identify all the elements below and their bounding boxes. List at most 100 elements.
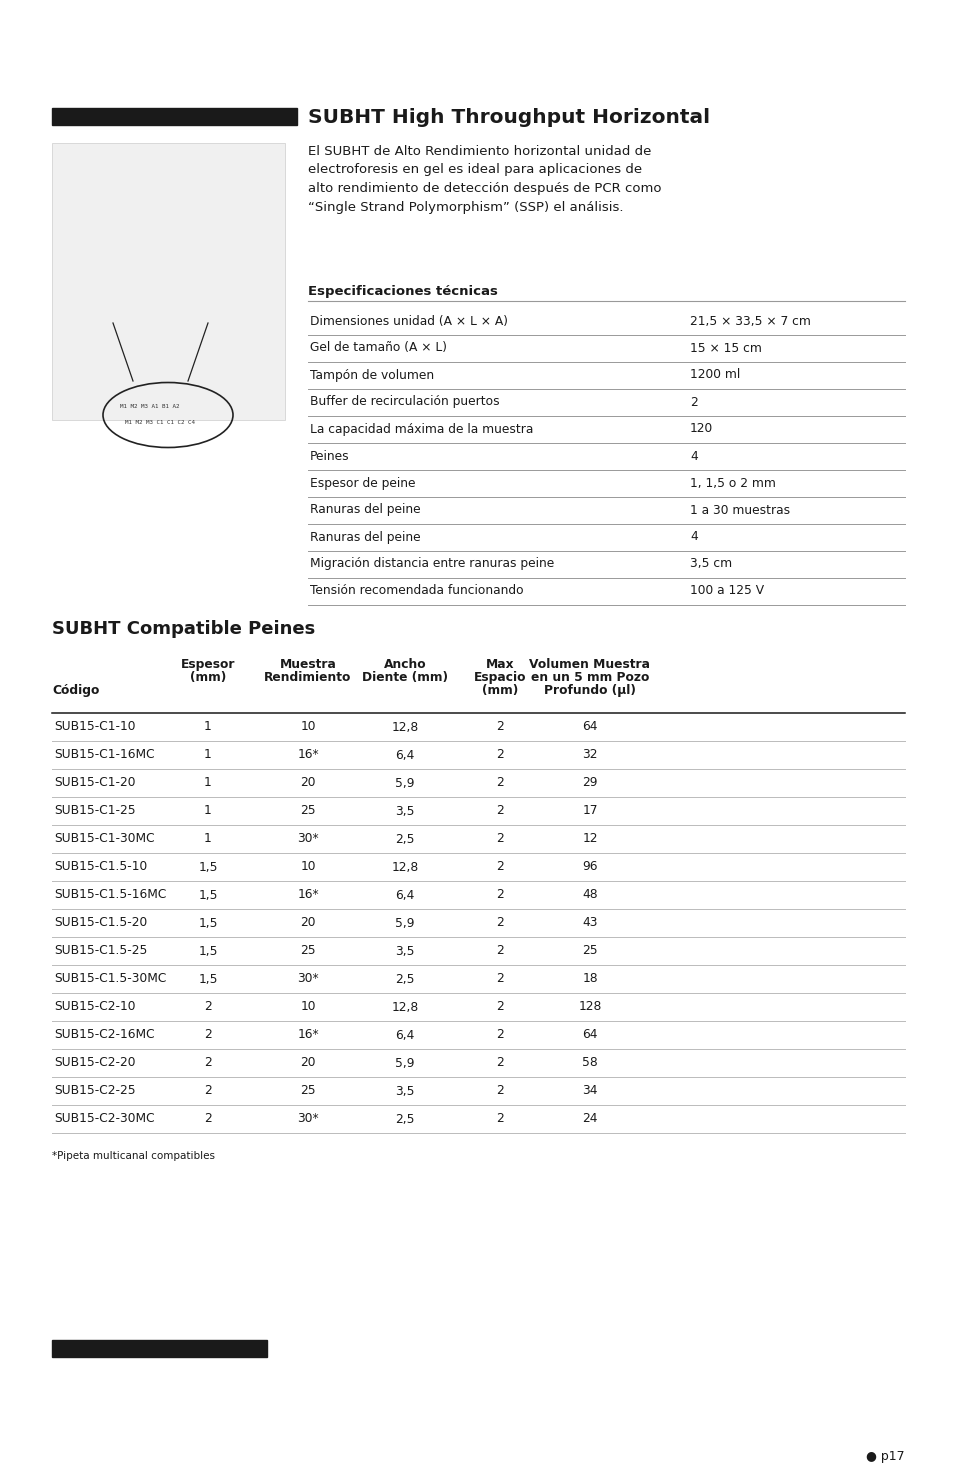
Text: 25: 25 [300, 944, 315, 957]
Text: (mm): (mm) [481, 684, 517, 698]
Text: 2: 2 [496, 1028, 503, 1041]
Text: SUB15-C1-20: SUB15-C1-20 [54, 776, 135, 789]
Text: 30*: 30* [297, 832, 318, 845]
Text: SUB15-C1-30MC: SUB15-C1-30MC [54, 832, 154, 845]
Text: Tampón de volumen: Tampón de volumen [310, 369, 434, 382]
Text: 20: 20 [300, 916, 315, 929]
Text: 18: 18 [581, 972, 598, 985]
Text: 1 a 30 muestras: 1 a 30 muestras [689, 503, 789, 516]
Text: 34: 34 [581, 1084, 598, 1097]
Text: *Pipeta multicanal compatibles: *Pipeta multicanal compatibles [52, 1150, 214, 1161]
Text: 2: 2 [496, 944, 503, 957]
Bar [52, 108, 296, 125]
Text: Código: Código [52, 684, 99, 698]
Text: 1,5: 1,5 [198, 944, 217, 957]
Text: 20: 20 [300, 776, 315, 789]
Text: 6,4: 6,4 [395, 748, 415, 761]
Text: 2,5: 2,5 [395, 832, 415, 845]
Text: 24: 24 [581, 1112, 598, 1125]
Text: 100 a 125 V: 100 a 125 V [689, 584, 763, 597]
Text: 2: 2 [496, 888, 503, 901]
Text: 2: 2 [496, 1000, 503, 1013]
Text: 12,8: 12,8 [391, 860, 418, 873]
Text: 2: 2 [496, 720, 503, 733]
Text: 2: 2 [204, 1112, 212, 1125]
Text: 2: 2 [496, 972, 503, 985]
Text: SUB15-C2-25: SUB15-C2-25 [54, 1084, 135, 1097]
Text: 4: 4 [689, 531, 697, 543]
Text: 1: 1 [204, 748, 212, 761]
Text: Especificaciones técnicas: Especificaciones técnicas [308, 285, 497, 298]
Text: (mm): (mm) [190, 671, 226, 684]
Text: 12,8: 12,8 [391, 1000, 418, 1013]
Text: Ancho: Ancho [383, 658, 426, 671]
Text: 1: 1 [204, 804, 212, 817]
Text: 6,4: 6,4 [395, 1028, 415, 1041]
Text: 15 × 15 cm: 15 × 15 cm [689, 342, 761, 354]
Text: SUB15-C2-10: SUB15-C2-10 [54, 1000, 135, 1013]
Text: Rendimiento: Rendimiento [264, 671, 352, 684]
Text: SUB15-C1-10: SUB15-C1-10 [54, 720, 135, 733]
Text: SUB15-C1-16MC: SUB15-C1-16MC [54, 748, 154, 761]
Text: 29: 29 [581, 776, 598, 789]
Text: 2: 2 [496, 748, 503, 761]
Text: Ranuras del peine: Ranuras del peine [310, 531, 420, 543]
Text: 1: 1 [204, 776, 212, 789]
Text: Espesor: Espesor [180, 658, 235, 671]
Text: 4: 4 [689, 450, 697, 463]
Text: SUBHT Compatible Peines: SUBHT Compatible Peines [52, 620, 314, 639]
Text: Espesor de peine: Espesor de peine [310, 476, 416, 490]
Text: 2,5: 2,5 [395, 1112, 415, 1125]
Text: 128: 128 [578, 1000, 601, 1013]
Text: 10: 10 [300, 860, 315, 873]
Text: 2: 2 [204, 1028, 212, 1041]
Text: 30*: 30* [297, 1112, 318, 1125]
Text: 5,9: 5,9 [395, 916, 415, 929]
Text: 1,5: 1,5 [198, 860, 217, 873]
Text: 1: 1 [204, 720, 212, 733]
Text: 2: 2 [689, 395, 697, 409]
Text: 16*: 16* [297, 748, 318, 761]
Text: 120: 120 [689, 422, 713, 435]
Text: 2: 2 [496, 832, 503, 845]
Text: 1,5: 1,5 [198, 888, 217, 901]
Text: 3,5 cm: 3,5 cm [689, 558, 731, 571]
Text: 64: 64 [581, 720, 598, 733]
Text: 58: 58 [581, 1056, 598, 1069]
Text: SUB15-C1.5-25: SUB15-C1.5-25 [54, 944, 147, 957]
Text: 3,5: 3,5 [395, 804, 415, 817]
Text: M1 M2 M3 A1 B1 A2: M1 M2 M3 A1 B1 A2 [120, 404, 179, 410]
Text: M1 M2 M3 C1 C1 C2 C4: M1 M2 M3 C1 C1 C2 C4 [125, 420, 194, 425]
Text: SUB15-C2-16MC: SUB15-C2-16MC [54, 1028, 154, 1041]
Text: 1, 1,5 o 2 mm: 1, 1,5 o 2 mm [689, 476, 775, 490]
Text: 21,5 × 33,5 × 7 cm: 21,5 × 33,5 × 7 cm [689, 314, 810, 327]
Text: Muestra: Muestra [279, 658, 336, 671]
Text: 1,5: 1,5 [198, 916, 217, 929]
Text: Volumen Muestra: Volumen Muestra [529, 658, 650, 671]
Text: 30*: 30* [297, 972, 318, 985]
Bar [52, 143, 285, 420]
Text: SUB15-C2-20: SUB15-C2-20 [54, 1056, 135, 1069]
Text: 2: 2 [204, 1000, 212, 1013]
Text: 2: 2 [496, 1056, 503, 1069]
Text: 2: 2 [496, 1084, 503, 1097]
Text: 3,5: 3,5 [395, 1084, 415, 1097]
Text: SUB15-C1.5-10: SUB15-C1.5-10 [54, 860, 147, 873]
Text: 16*: 16* [297, 888, 318, 901]
Text: SUBHT High Throughput Horizontal: SUBHT High Throughput Horizontal [308, 108, 709, 127]
Text: 25: 25 [581, 944, 598, 957]
Text: 64: 64 [581, 1028, 598, 1041]
Text: 2: 2 [204, 1056, 212, 1069]
Text: SUB15-C1.5-30MC: SUB15-C1.5-30MC [54, 972, 166, 985]
Text: 25: 25 [300, 804, 315, 817]
Text: 2: 2 [496, 804, 503, 817]
Text: ● p17: ● p17 [865, 1450, 904, 1463]
Text: 5,9: 5,9 [395, 776, 415, 789]
Text: 16*: 16* [297, 1028, 318, 1041]
Text: Migración distancia entre ranuras peine: Migración distancia entre ranuras peine [310, 558, 554, 571]
Text: 32: 32 [581, 748, 598, 761]
Text: 5,9: 5,9 [395, 1056, 415, 1069]
Text: 25: 25 [300, 1084, 315, 1097]
Text: La capacidad máxima de la muestra: La capacidad máxima de la muestra [310, 422, 533, 435]
Text: Max: Max [485, 658, 514, 671]
